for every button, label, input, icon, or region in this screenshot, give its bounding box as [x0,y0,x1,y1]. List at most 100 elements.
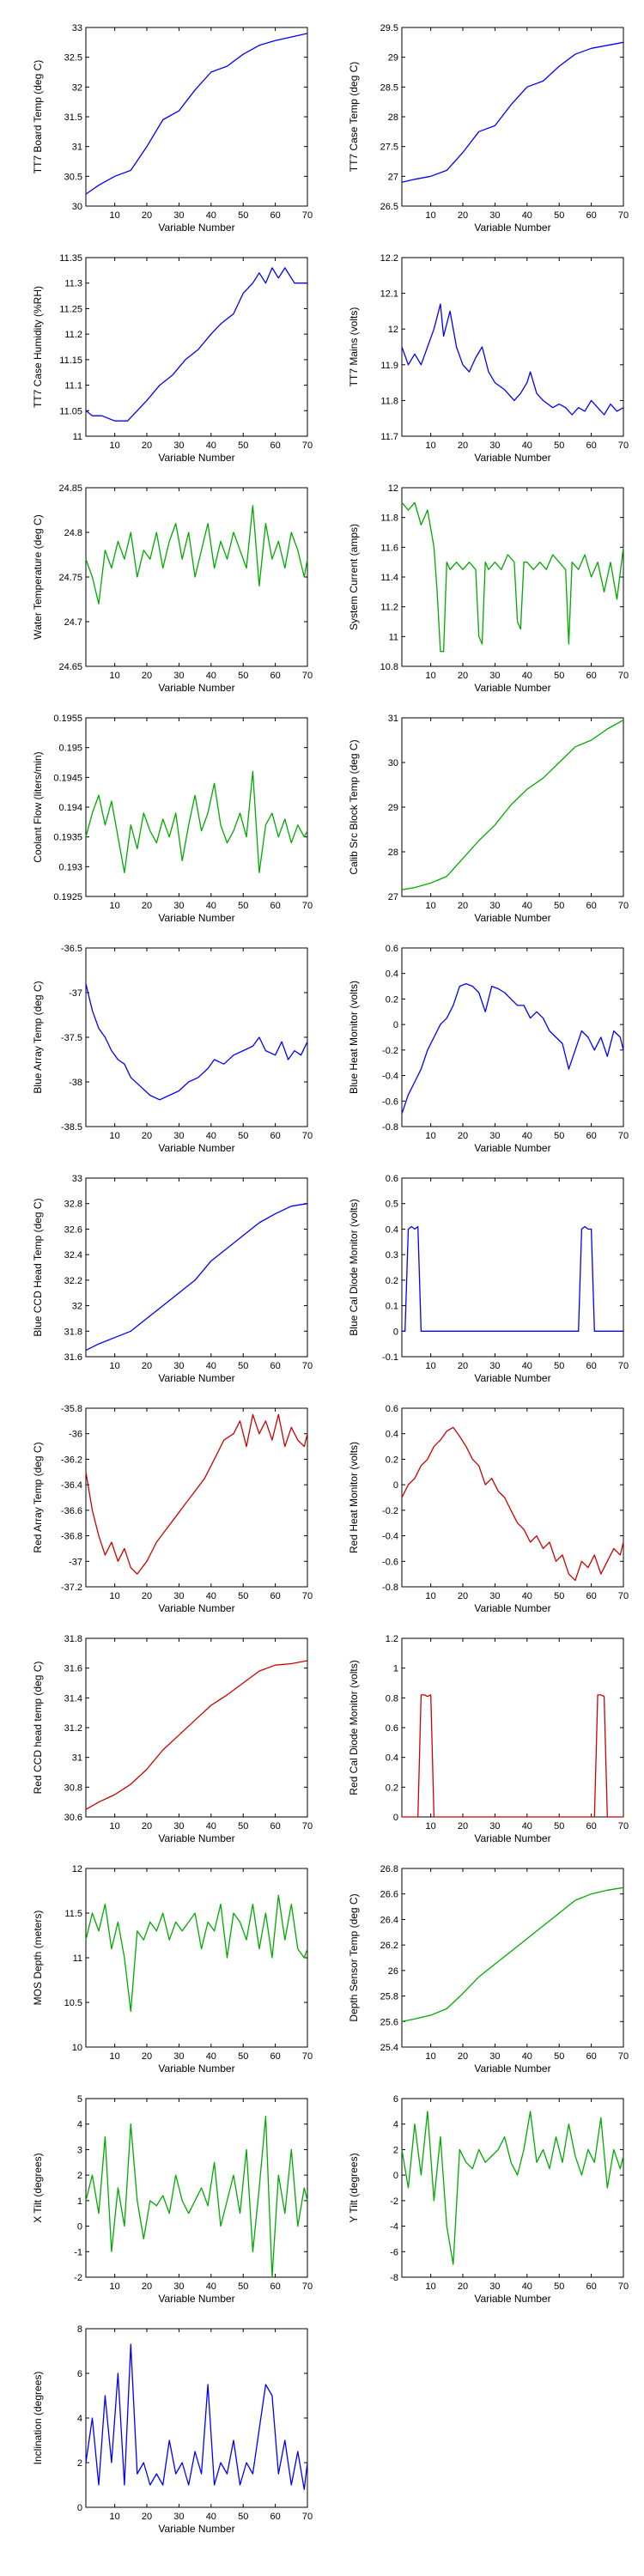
chart-panel: 10 20 30 40 50 60 70 31.6 31.8 32 32.2 32.4 32.6 32.8… [26,1174,335,1400]
x-tick-label: 30 [173,2051,184,2062]
series-line [85,2116,308,2278]
y-tick-label: 1 [393,1664,398,1674]
y-tick-label: 4 [77,2414,82,2424]
y-tick-label: 32 [72,1302,82,1312]
axes-frame [401,1177,624,1358]
y-tick-label: 11.4 [380,573,398,583]
chart-panel: 10 20 30 40 50 60 70 30.6 30.8 31 31.2 31.4 31.6 31.8… [26,1634,335,1860]
y-tick-label: 31.5 [64,112,82,123]
axes-frame [401,487,624,667]
y-tick-label: 0 [393,1813,398,1823]
x-tick-label: 70 [302,2281,313,2292]
y-tick-label: 24.65 [58,662,82,672]
plot-area: 10 20 30 40 50 60 70 -38.5 -38 -37.5 -37 -36.5 Varia… [32,944,313,1154]
axes-frame [85,947,308,1127]
x-tick-label: 40 [522,2281,532,2292]
x-tick-label: 20 [142,2281,152,2292]
y-axis-label: MOS Depth (meters) [32,1911,44,2006]
chart-panel: 10 20 30 40 50 60 70 0 2 4 6 8 Variable Number Inclin… [26,2324,335,2550]
axes-frame [401,947,624,1127]
x-tick-label: 50 [238,1131,248,1141]
x-tick-label: 50 [238,901,248,911]
y-axis-label: Water Temperature (deg C) [32,514,44,639]
series-line [85,770,308,873]
series-line [402,1225,623,1332]
y-axis-label: TT7 Mains (volts) [348,307,360,387]
x-tick-label: 10 [426,1591,436,1601]
x-tick-label: 40 [522,210,532,221]
series-line [85,1413,308,1575]
y-axis-label: Red Array Temp (deg C) [32,1442,44,1552]
series-line [85,33,308,195]
y-tick-label: 4 [77,2120,82,2130]
y-tick-label: 2 [77,2171,82,2181]
line-chart: 10 20 30 40 50 60 70 30 30.5 31 31.5 32 32.5 33 Variab… [32,23,313,234]
x-tick-label: 70 [302,1131,313,1141]
y-axis-label: TT7 Case Temp (deg C) [348,62,360,173]
x-tick-label: 20 [142,1821,152,1832]
x-tick-label: 40 [206,2512,216,2522]
x-tick-label: 50 [554,2281,564,2292]
chart-panel: 10 20 30 40 50 60 70 24.65 24.7 24.75 24.8 24.85 Var… [26,483,335,709]
axes-frame [85,1407,308,1588]
x-axis-label: Variable Number [158,1142,234,1154]
y-tick-label: 0.4 [386,1753,398,1764]
x-tick-label: 40 [206,2281,216,2292]
y-axis-label: Red Heat Monitor (volts) [348,1442,360,1553]
axes-frame [401,27,624,207]
y-tick-label: -6 [390,2247,398,2257]
line-chart: 10 20 30 40 50 60 70 -0.1 0 0.1 0.2 0.3 0.4 0.5 0.6 Var… [348,1174,629,1384]
x-tick-label: 40 [206,1591,216,1601]
x-axis-label: Variable Number [474,1372,550,1384]
x-tick-label: 60 [586,1591,596,1601]
y-tick-label: -37.5 [61,1033,82,1043]
x-tick-label: 20 [142,1591,152,1601]
y-tick-label: 26.8 [380,1864,398,1874]
x-tick-label: 10 [426,440,436,451]
plot-area: 10 20 30 40 50 60 70 0.1925 0.193 0.1935 0.194 0.19… [32,714,313,924]
y-tick-label: 11.05 [59,406,82,416]
x-tick-label: 30 [489,2051,500,2062]
chart-panel: 10 20 30 40 50 60 70 25.4 25.6 25.8 26 26.2 26.4 26.6… [342,1864,644,2090]
y-tick-label: 0.6 [386,944,398,954]
x-tick-label: 50 [238,2512,248,2522]
x-tick-label: 20 [458,2281,468,2292]
x-tick-label: 70 [302,1821,313,1832]
x-tick-label: 30 [173,1821,184,1832]
x-axis-label: Variable Number [158,1372,234,1384]
x-tick-label: 50 [554,1361,564,1371]
x-tick-label: 40 [206,901,216,911]
y-tick-label: 0.2 [386,994,398,1005]
x-tick-label: 70 [618,1821,629,1832]
x-tick-label: 10 [110,2051,120,2062]
axes-frame [85,1177,308,1358]
x-tick-label: 10 [110,2281,120,2292]
x-tick-label: 10 [110,1361,120,1371]
series-line [402,1694,623,1818]
x-tick-label: 40 [206,1361,216,1371]
x-tick-label: 10 [110,671,120,681]
x-tick-label: 50 [238,1361,248,1371]
axes-frame [85,257,308,437]
series-line [85,1894,308,2013]
x-tick-label: 20 [142,1361,152,1371]
y-tick-label: 11.8 [380,513,398,524]
y-tick-label: -0.1 [382,1352,398,1363]
x-tick-label: 30 [489,671,500,681]
y-tick-label: -2 [390,2196,398,2207]
x-tick-label: 40 [522,440,532,451]
axes-frame [401,2098,624,2278]
y-tick-label: 30.8 [64,1783,82,1793]
y-tick-label: 0 [393,1480,398,1491]
x-tick-label: 60 [270,2281,280,2292]
y-tick-label: 2 [393,2145,398,2155]
y-tick-label: 0 [77,2503,82,2513]
plot-area: 10 20 30 40 50 60 70 27 28 29 30 31 Variable Number C… [348,714,629,924]
y-tick-label: 31.6 [64,1352,82,1363]
chart-panel: 10 20 30 40 50 60 70 -8 -6 -4 -2 0 2 4 6 Variable Numbe… [342,2094,644,2320]
x-axis-label: Variable Number [158,1832,234,1844]
chart-panel: 10 20 30 40 50 60 70 -0.1 0 0.1 0.2 0.3 0.4 0.5 0.6 Var… [342,1174,644,1400]
x-tick-label: 30 [173,901,184,911]
y-tick-label: -37.2 [61,1583,82,1593]
x-axis-label: Variable Number [158,682,234,694]
